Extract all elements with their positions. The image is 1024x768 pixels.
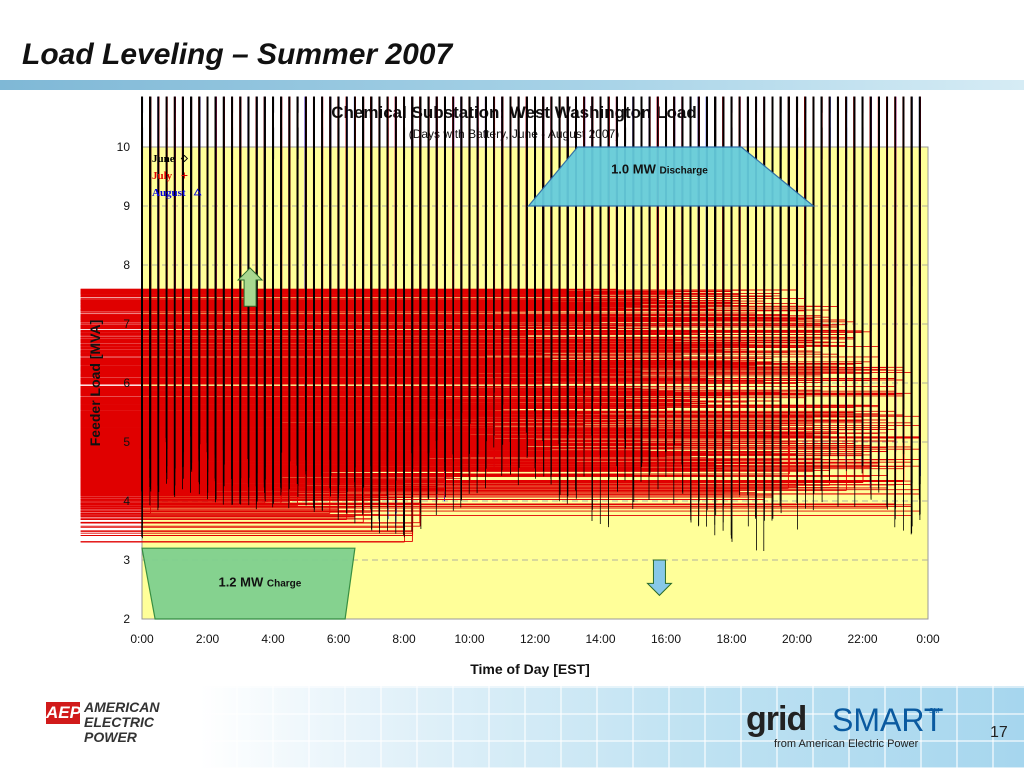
- discharge-text: Discharge: [659, 166, 708, 177]
- title-rule: [0, 80, 1024, 90]
- x-tick-label: 10:00: [454, 632, 484, 646]
- charge-value: 1.2 MW: [218, 575, 266, 590]
- legend-label: June: [152, 153, 175, 165]
- x-tick-label: 20:00: [782, 632, 812, 646]
- x-tick-label: 2:00: [196, 632, 220, 646]
- x-tick-label: 12:00: [520, 632, 550, 646]
- aep-logo: AEP AMERICAN ELECTRIC POWER: [46, 700, 196, 748]
- footer-grid: [200, 686, 1024, 768]
- x-axis-label: Time of Day [EST]: [470, 661, 590, 677]
- y-tick-label: 3: [123, 553, 130, 567]
- y-tick-label: 10: [117, 140, 131, 154]
- gridsmart-smart-text: SMART: [832, 702, 944, 738]
- chart-title: Chemical Substation: West Washington Loa…: [331, 103, 697, 122]
- aep-logo-text: AMERICAN ELECTRIC POWER: [84, 700, 159, 745]
- legend-label: July: [152, 170, 173, 182]
- gridsmart-sm-mark: SM: [929, 708, 940, 715]
- x-tick-label: 16:00: [651, 632, 681, 646]
- discharge-region: [527, 146, 816, 207]
- legend: June July August: [152, 153, 202, 199]
- page-number: 17: [990, 724, 1008, 741]
- points-layer: [80, 96, 921, 552]
- y-tick-label: 5: [123, 435, 130, 449]
- legend-marker: [181, 172, 188, 179]
- gridsmart-grid-text: grid: [746, 700, 807, 738]
- y-tick-label: 9: [123, 199, 130, 213]
- aep-logo-line: ELECTRIC: [84, 714, 154, 730]
- x-tick-label: 0:00: [916, 632, 940, 646]
- y-tick-label: 2: [123, 612, 130, 626]
- gridsmart-logo: grid SMART SM from American Electric Pow…: [746, 696, 946, 752]
- aep-logo-line: POWER: [84, 729, 137, 745]
- x-tick-labels: 0:00 2:00 4:00 6:00 8:00 10:00 12:00 14:00 16:00…: [130, 632, 940, 646]
- legend-marker: [180, 154, 189, 163]
- x-tick-label: 14:00: [585, 632, 615, 646]
- x-tick-label: 0:00: [130, 632, 154, 646]
- y-axis-label: Feeder Load [MVA]: [87, 320, 103, 447]
- annotation-layer: 1.0 MW Discharge 1.2 MW Charge: [141, 146, 816, 620]
- discharge-value: 1.0 MW: [611, 162, 659, 177]
- charge-region: [141, 547, 356, 620]
- y-tick-label: 4: [123, 494, 130, 508]
- up-arrow: [236, 267, 264, 307]
- aep-logo-line: AMERICAN: [84, 699, 160, 715]
- y-tick-labels: 2 3 4 5 6 7 8 9 10: [117, 140, 131, 626]
- y-tick-label: 7: [123, 317, 130, 331]
- slide-title: Load Leveling – Summer 2007: [22, 38, 453, 71]
- legend-label: August: [152, 187, 186, 199]
- x-tick-label: 22:00: [847, 632, 877, 646]
- scatter-chart: Chemical Substation: West Washington Loa…: [80, 96, 940, 677]
- x-tick-label: 4:00: [261, 632, 285, 646]
- y-tick-label: 8: [123, 258, 130, 272]
- down-arrow: [646, 559, 673, 597]
- x-tick-label: 8:00: [392, 632, 416, 646]
- discharge-label: 1.0 MW Discharge: [611, 162, 708, 177]
- x-tick-label: 6:00: [327, 632, 351, 646]
- x-tick-label: 18:00: [716, 632, 746, 646]
- charge-label: 1.2 MW Charge: [218, 575, 301, 590]
- gridsmart-tagline: from American Electric Power: [774, 738, 919, 750]
- y-tick-label: 6: [123, 376, 130, 390]
- charge-text: Charge: [267, 579, 302, 590]
- chart-subtitle: (Days with Battery, June - August 2007): [409, 127, 620, 141]
- aep-logo-badge: AEP: [46, 702, 81, 724]
- legend-marker: [193, 188, 202, 196]
